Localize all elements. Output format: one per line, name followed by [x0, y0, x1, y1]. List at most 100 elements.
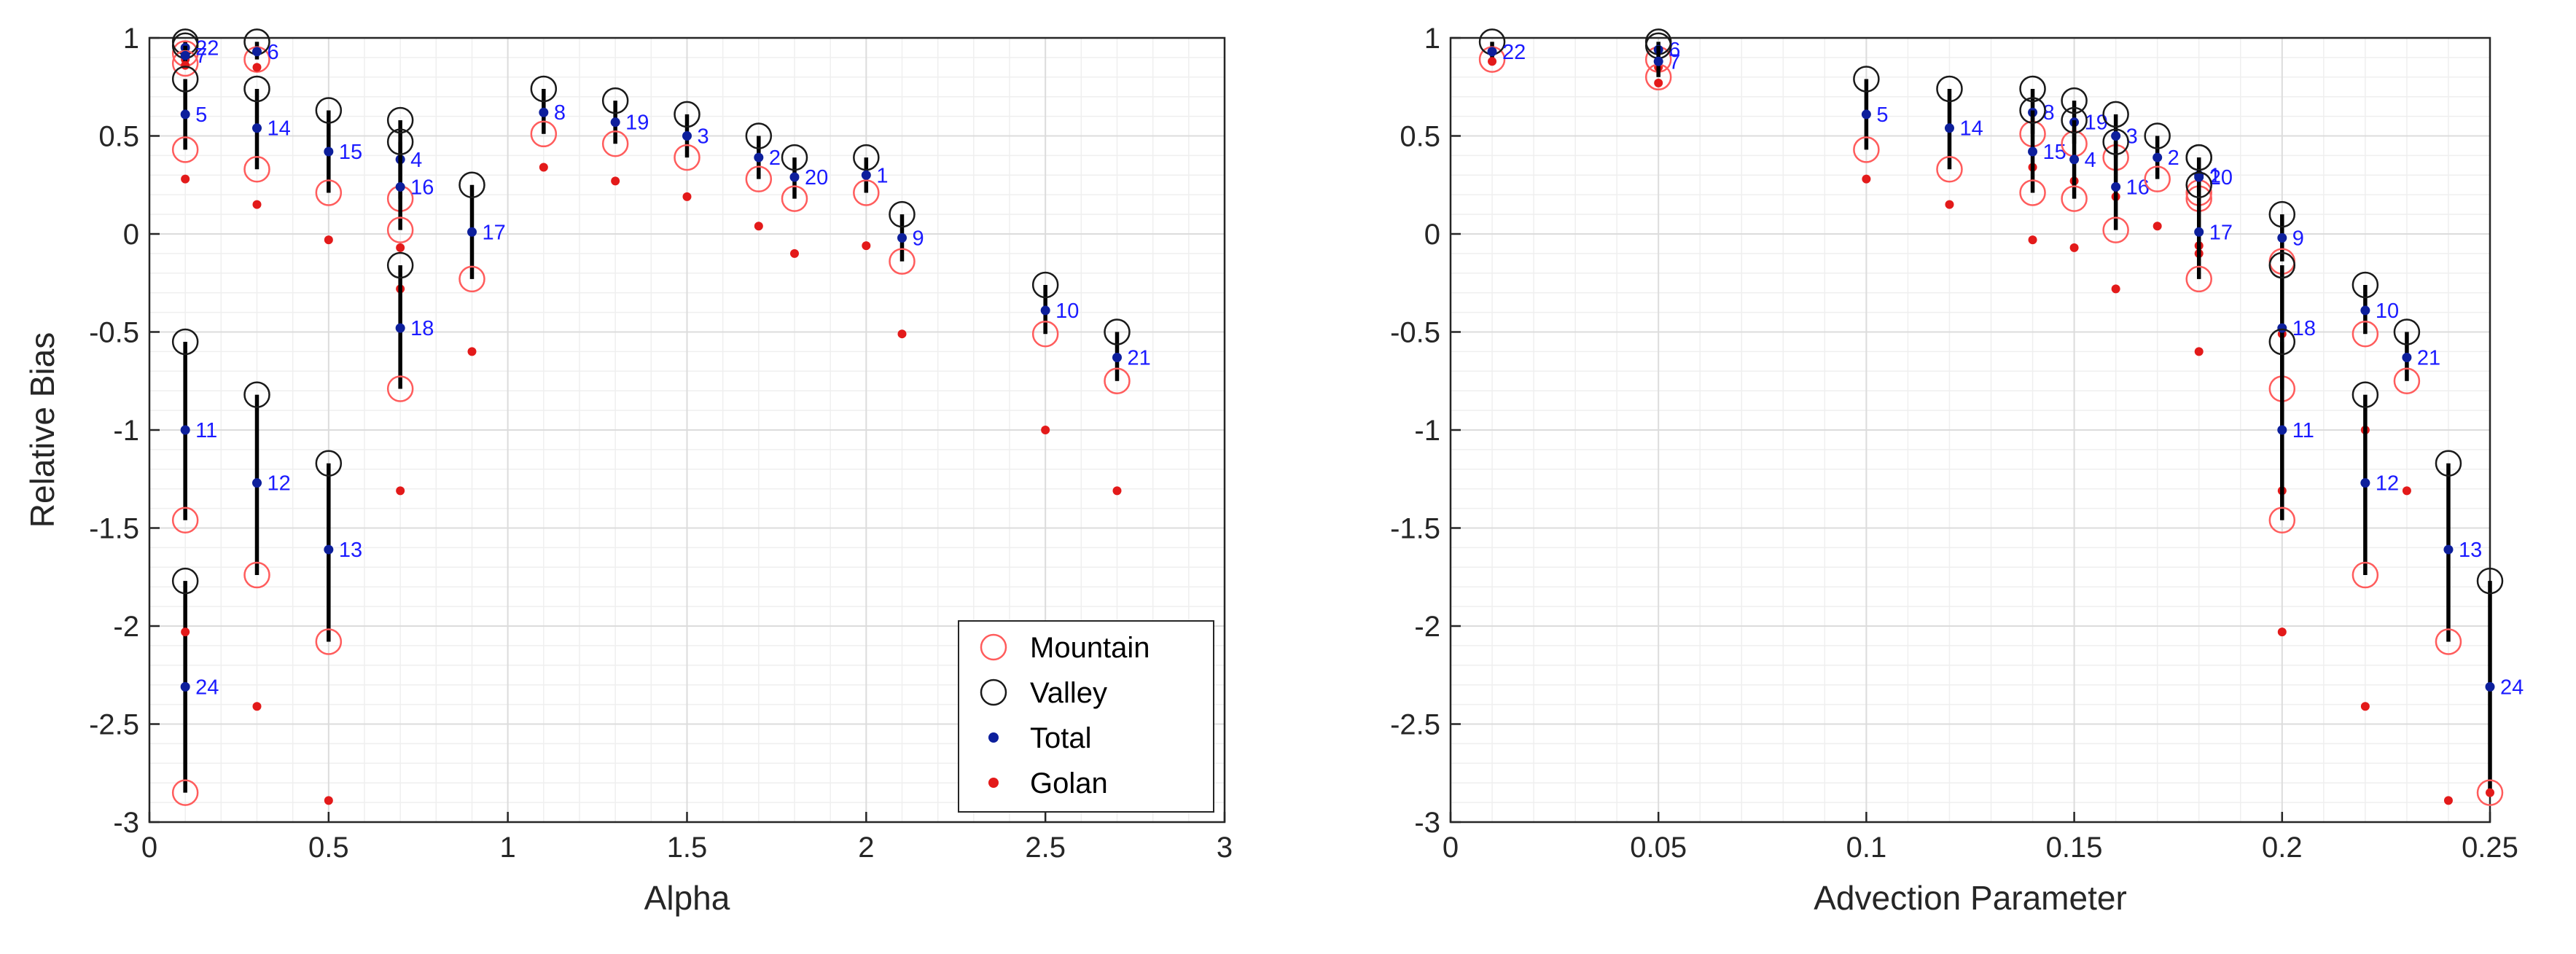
mountain-marker: [386, 216, 414, 243]
golan-marker: [611, 176, 620, 186]
total-marker: [789, 172, 800, 182]
mountain-marker: [243, 561, 270, 589]
legend-box: [958, 620, 1214, 813]
valley-marker: [2268, 251, 2296, 279]
mountain-marker: [1104, 367, 1131, 394]
x-tick-label: 2: [858, 832, 874, 864]
mountain-marker: [1853, 136, 1880, 163]
golan-marker: [396, 243, 405, 252]
total-marker: [2152, 152, 2163, 163]
valley-marker: [315, 97, 343, 124]
mountain-marker: [171, 779, 199, 806]
golan-marker: [862, 241, 871, 251]
mountain-marker: [2102, 216, 2129, 243]
valley-marker: [1031, 271, 1059, 299]
golan-marker: [2360, 702, 2370, 711]
valley-marker: [2393, 318, 2421, 345]
valley-marker: [781, 144, 808, 171]
mountain-marker: [2351, 561, 2379, 589]
point-id-label: 11: [2292, 419, 2314, 442]
point-id-label: 3: [698, 125, 709, 149]
total-marker: [610, 117, 620, 128]
y-tick-label: -2.5: [89, 709, 139, 741]
golan-marker: [324, 235, 333, 245]
y-tick-label: 1: [123, 23, 139, 55]
golan-marker: [252, 200, 262, 209]
valley-marker: [2019, 75, 2046, 103]
x-axis-title: Advection Parameter: [1814, 879, 2127, 917]
point-id-label: 22: [195, 36, 219, 60]
valley-marker: [1104, 318, 1131, 345]
valley-marker: [1853, 66, 1880, 93]
valley-marker: [171, 567, 199, 595]
mountain-marker: [601, 130, 629, 157]
golan-marker: [1112, 486, 1122, 496]
y-tick-label: -3: [1414, 807, 1440, 839]
point-id-label: 12: [268, 472, 291, 496]
valley-marker: [386, 251, 414, 279]
legend-label: Golan: [1030, 767, 1108, 799]
total-marker: [682, 131, 692, 141]
total-marker: [1653, 56, 1663, 66]
mountain-marker: [745, 165, 773, 192]
total-marker: [180, 681, 190, 692]
golan-marker: [467, 347, 477, 356]
y-tick-label: 0.5: [98, 121, 139, 153]
point-id-label: 20: [805, 166, 828, 189]
total-marker: [897, 232, 907, 243]
mountain-marker: [315, 628, 343, 655]
x-tick-label: 0: [141, 832, 157, 864]
total-marker: [2360, 305, 2370, 316]
point-id-label: 18: [2292, 317, 2316, 340]
x-tick-label: 0.1: [1846, 832, 1887, 864]
mountain-marker: [2393, 367, 2421, 394]
point-id-label: 24: [2500, 676, 2524, 699]
valley-marker: [2476, 567, 2504, 595]
point-id-label: 9: [913, 227, 924, 250]
point-id-label: 10: [1055, 300, 1079, 323]
point-id-label: 8: [554, 101, 566, 125]
point-id-label: 5: [195, 103, 207, 127]
point-id-label: 18: [410, 317, 434, 340]
valley-marker: [2061, 106, 2088, 134]
point-id-label: 8: [2043, 101, 2055, 125]
total-marker: [324, 146, 334, 157]
valley-marker: [1936, 75, 1963, 103]
y-tick-label: -3: [113, 807, 139, 839]
total-marker: [2111, 131, 2121, 141]
point-id-label: 17: [2209, 221, 2233, 244]
golan-marker: [2152, 222, 2162, 231]
valley-marker: [2019, 97, 2046, 124]
golan-marker: [181, 174, 190, 184]
point-id-label: 9: [2292, 227, 2304, 250]
y-tick-label: -2: [113, 611, 139, 643]
point-id-label: 1: [2209, 164, 2221, 187]
point-id-label: 24: [195, 676, 219, 699]
valley-marker: [243, 75, 270, 103]
total-marker: [180, 50, 190, 60]
valley-marker: [2185, 144, 2212, 171]
mountain-marker: [674, 144, 700, 171]
x-tick-label: 0.5: [308, 832, 349, 864]
valley-marker: [2268, 328, 2296, 356]
mountain-marker: [2476, 779, 2504, 806]
advection-panel: 0 0.05 0.1 0.15 0.2 0.25 -3 -2.5 -2 -1.5 -1 -0.5 0 0.…: [1390, 23, 2524, 917]
total-marker: [324, 544, 334, 555]
mountain-marker: [2144, 165, 2171, 192]
valley-marker: [745, 122, 773, 149]
total-marker: [180, 109, 190, 120]
valley-marker: [386, 128, 414, 155]
valley-marker: [2144, 122, 2171, 149]
golan-marker: [2277, 627, 2287, 637]
mountain-marker: [2019, 179, 2046, 206]
total-marker: [252, 478, 262, 488]
point-id-label: 5: [1876, 103, 1888, 127]
mountain-marker: [171, 136, 199, 163]
point-id-label: 20: [2209, 166, 2233, 189]
valley-marker: [853, 144, 880, 171]
point-id-label: 21: [1128, 346, 1151, 370]
x-tick-label: 0.25: [2462, 832, 2518, 864]
golan-marker: [2069, 243, 2079, 252]
total-marker: [754, 152, 764, 163]
